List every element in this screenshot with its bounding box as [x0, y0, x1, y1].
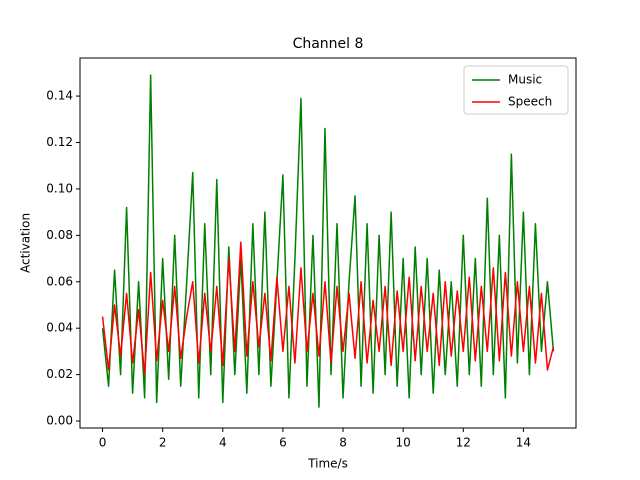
y-tick-label: 0.04 [46, 321, 73, 335]
y-tick-label: 0.14 [46, 89, 73, 103]
x-tick-label: 2 [159, 436, 167, 450]
y-tick-label: 0.06 [46, 274, 73, 288]
y-tick-label: 0.10 [46, 181, 73, 195]
x-tick-label: 10 [396, 436, 411, 450]
y-axis-label: Activation [19, 213, 33, 273]
line-series [101, 241, 555, 376]
x-tick-label: 4 [219, 436, 227, 450]
chart-title: Channel 8 [293, 36, 364, 52]
x-tick-label: 12 [456, 436, 471, 450]
y-tick-label: 0.00 [46, 414, 73, 428]
x-axis-label: Time/s [307, 457, 348, 471]
x-tick-label: 0 [99, 436, 107, 450]
y-tick-label: 0.12 [46, 135, 73, 149]
y-tick-label: 0.02 [46, 367, 73, 381]
legend-label: Speech [508, 95, 552, 109]
x-tick-label: 6 [279, 436, 287, 450]
legend-label: Music [508, 73, 542, 87]
y-tick-label: 0.08 [46, 228, 73, 242]
x-tick-label: 14 [516, 436, 531, 450]
x-tick-label: 8 [339, 436, 347, 450]
plot-frame [79, 57, 577, 429]
